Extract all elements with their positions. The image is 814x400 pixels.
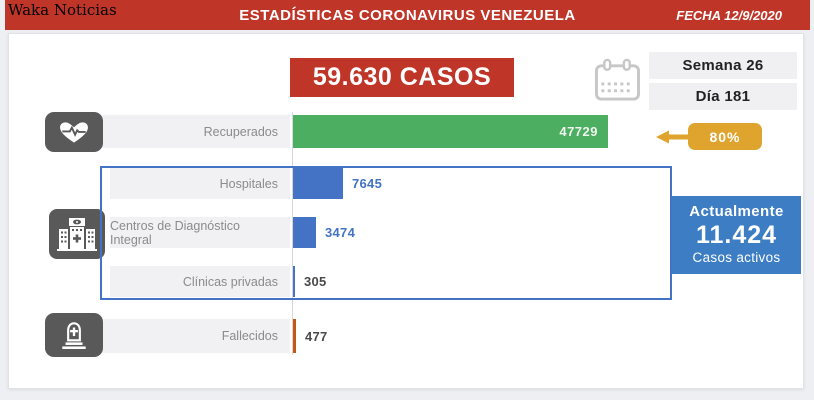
week-chip: Semana 26 <box>649 52 797 79</box>
bar-cdi <box>293 217 316 248</box>
bar-label: Clínicas privadas <box>110 266 290 297</box>
header-date: FECHA 12/9/2020 <box>676 7 782 23</box>
bar-row-cdi: Centros de Diagnóstico Integral 3474 <box>0 217 814 248</box>
bar-value: 305 <box>304 274 327 289</box>
active-cases-label: Casos activos <box>692 250 781 265</box>
bar-value: 47729 <box>559 124 598 139</box>
recovered-percent-badge: 80% <box>688 123 762 150</box>
chart-axis-line <box>292 112 293 355</box>
left-arrow-icon <box>655 128 690 146</box>
tombstone-icon <box>45 313 103 357</box>
active-cases-value: 11.424 <box>695 221 778 249</box>
bar-label: Fallecidos <box>100 319 290 353</box>
active-cases-box: Actualmente 11.424 Casos activos <box>672 196 801 274</box>
bar-value: 477 <box>305 328 328 344</box>
bar-label: Hospitales <box>110 168 290 199</box>
bar-row-recuperados: Recuperados 47729 <box>0 115 814 148</box>
watermark-text: Waka Noticias <box>8 1 117 19</box>
bar-label: Centros de Diagnóstico Integral <box>110 217 290 248</box>
bar-row-fallecidos: Fallecidos 477 <box>0 319 814 353</box>
hospital-icon <box>49 209 105 259</box>
calendar-icon <box>592 58 642 103</box>
bar-label: Recuperados <box>100 115 290 148</box>
bar-recuperados: 47729 <box>293 115 608 148</box>
bar-hospitales <box>293 168 343 199</box>
total-cases-box: 59.630 CASOS <box>290 58 514 97</box>
bar-row-hospitales: Hospitales 7645 <box>0 168 814 199</box>
bar-row-clinicas: Clínicas privadas 305 <box>0 266 814 297</box>
bar-value: 7645 <box>352 176 383 191</box>
bar-fallecidos <box>293 319 296 353</box>
day-chip: Día 181 <box>649 83 797 110</box>
heart-pulse-icon <box>45 112 103 152</box>
bar-value: 3474 <box>325 225 356 240</box>
page-title: ESTADÍSTICAS CORONAVIRUS VENEZUELA <box>239 6 576 24</box>
bar-clinicas <box>293 266 295 297</box>
header-bar: ESTADÍSTICAS CORONAVIRUS VENEZUELA FECHA… <box>5 0 810 30</box>
active-cases-caption: Actualmente <box>689 203 784 220</box>
